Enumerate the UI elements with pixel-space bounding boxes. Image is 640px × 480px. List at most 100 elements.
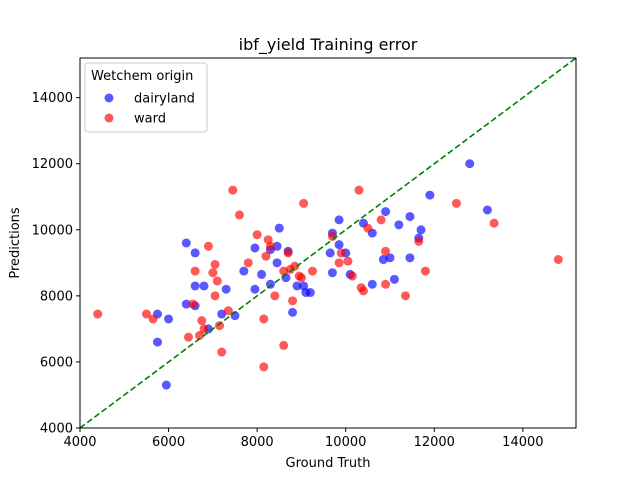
data-point-dairyland [394, 220, 404, 230]
data-point-dairyland [257, 269, 267, 279]
data-point-dairyland [153, 337, 162, 347]
data-point-dairyland [164, 314, 174, 324]
data-point-ward [259, 314, 269, 324]
data-point-dairyland [334, 240, 344, 250]
data-point-ward [334, 258, 344, 268]
legend-label-dairyland: dairyland [134, 92, 195, 107]
data-point-ward [381, 246, 391, 256]
data-point-ward [208, 268, 218, 278]
data-point-ward [414, 236, 424, 246]
data-point-dairyland [288, 307, 298, 317]
data-point-dairyland [221, 284, 231, 294]
data-point-dairyland [250, 284, 260, 294]
data-point-dairyland [385, 253, 395, 263]
data-point-dairyland [181, 299, 191, 309]
series-dairyland [153, 159, 492, 390]
legend-marker-ward [104, 113, 114, 123]
data-point-dairyland [199, 281, 209, 291]
data-point-dairyland [217, 309, 227, 319]
x-tick-label: 12000 [414, 435, 455, 450]
data-point-ward [199, 324, 209, 334]
plot-frame [79, 57, 577, 429]
series-ward [93, 185, 563, 372]
data-point-dairyland [190, 248, 200, 258]
data-point-dairyland [327, 268, 337, 278]
data-point-dairyland [416, 225, 426, 235]
x-tick-label: 8000 [241, 435, 274, 450]
y-tick-label: 4000 [40, 422, 73, 437]
chart-title: ibf_yield Training error [239, 35, 418, 55]
data-point-ward [401, 291, 410, 301]
data-point-ward [553, 255, 563, 265]
data-point-ward [203, 241, 213, 251]
data-point-dairyland [190, 281, 200, 291]
data-point-dairyland [405, 253, 415, 263]
data-point-ward [336, 248, 346, 258]
chart-marks [80, 58, 576, 428]
data-point-dairyland [425, 190, 435, 200]
y-tick-label: 8000 [40, 289, 73, 304]
legend-box [84, 62, 208, 133]
data-point-ward [420, 266, 430, 276]
data-point-dairyland [272, 241, 282, 251]
data-point-ward [265, 241, 275, 251]
data-point-ward [358, 286, 368, 296]
x-axis-label: Ground Truth [286, 456, 371, 471]
y-tick-label: 12000 [32, 157, 73, 172]
y-tick-label: 14000 [32, 91, 73, 106]
data-point-ward [228, 185, 238, 195]
data-point-dairyland [465, 159, 475, 169]
data-point-dairyland [381, 207, 391, 217]
data-point-dairyland [161, 380, 171, 390]
legend-label-ward: ward [134, 112, 166, 127]
data-point-dairyland [389, 274, 399, 284]
axis-ticks: 4000 6000 8000 10000 12000 14000 4000 6000 8000 1… [32, 91, 544, 450]
data-point-ward [148, 314, 158, 324]
data-point-dairyland [305, 288, 315, 298]
data-point-dairyland [405, 212, 415, 222]
data-point-dairyland [181, 238, 191, 248]
data-point-ward [381, 279, 391, 289]
data-point-ward [223, 306, 233, 316]
data-point-ward [290, 261, 300, 271]
data-point-dairyland [250, 243, 260, 253]
data-point-ward [376, 215, 386, 225]
y-tick-label: 10000 [32, 223, 73, 238]
data-point-dairyland [367, 279, 377, 289]
data-point-ward [343, 256, 353, 266]
data-point-dairyland [482, 205, 492, 215]
data-point-ward [270, 291, 280, 301]
legend: Wetchem origin dairyland ward [84, 62, 208, 133]
data-point-ward [243, 258, 253, 268]
data-point-ward [195, 331, 205, 340]
data-point-ward [184, 332, 193, 342]
data-point-ward [212, 276, 222, 286]
data-point-ward [190, 266, 200, 276]
data-point-ward [210, 259, 220, 269]
data-point-ward [288, 296, 298, 306]
data-point-dairyland [272, 258, 282, 268]
data-point-dairyland [325, 248, 335, 258]
data-point-ward [215, 321, 224, 331]
identity-reference-line [80, 58, 576, 428]
data-point-dairyland [274, 223, 284, 233]
data-point-ward [188, 299, 198, 309]
x-tick-label: 6000 [152, 435, 185, 450]
legend-marker-dairyland [104, 93, 114, 103]
data-point-ward [261, 251, 271, 261]
data-point-ward [210, 291, 220, 301]
y-tick-label: 6000 [40, 355, 73, 370]
x-tick-label: 10000 [325, 435, 366, 450]
data-point-ward [296, 273, 306, 283]
data-point-ward [363, 223, 373, 233]
data-point-ward [347, 271, 357, 281]
data-point-dairyland [239, 266, 249, 276]
data-point-ward [489, 218, 499, 228]
data-point-ward [451, 198, 461, 208]
data-point-ward [93, 309, 103, 319]
data-point-ward [354, 185, 364, 195]
data-point-ward [299, 198, 309, 208]
data-point-ward [259, 362, 269, 372]
